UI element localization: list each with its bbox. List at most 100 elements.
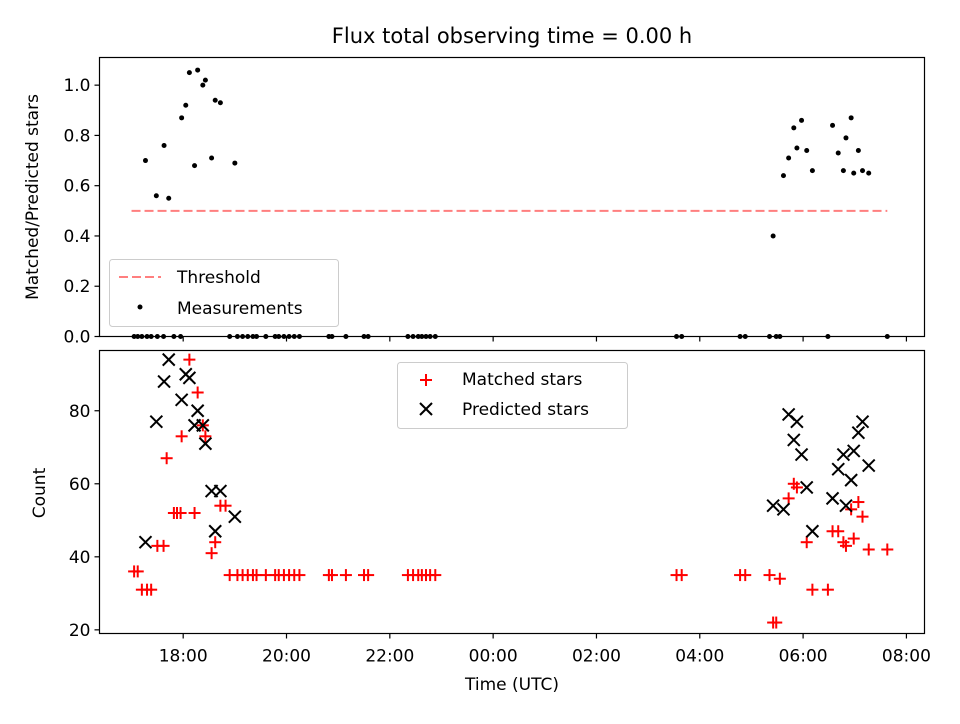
matched-star-point [199,430,212,443]
matched-star-point [800,536,813,549]
matched-star-point [429,569,442,582]
predicted-star-point [805,524,820,538]
measurement-point [142,158,148,164]
measurement-point [232,160,238,166]
x-tick-label: 02:00 [572,647,621,667]
measurement-point [186,70,192,76]
predicted-star-point [839,498,853,513]
measurement-point [860,168,866,174]
matched-star-point [175,430,188,443]
matched-star-point [325,569,338,582]
bottom-axes-frame [98,349,926,635]
measurement-point [166,195,172,201]
predicted-star-point [138,535,153,549]
chart-title: Flux total observing time = 0.00 h [332,24,692,48]
matched-star-point [881,543,894,556]
x-tick-label: 04:00 [675,647,724,667]
predicted-star-point [831,462,845,476]
matched-star-point [174,506,187,519]
matched-star-point [339,569,352,582]
matched-star-point [675,569,688,582]
matched-star-point [847,532,860,545]
predicted-star-point [851,425,866,440]
matched-star-point [790,481,803,494]
predicted-star-point [825,491,840,506]
legend-matched-swatch [420,374,432,386]
measurement-point [153,193,159,199]
top-x-ticks [182,336,908,342]
measurement-point [840,168,846,174]
measurement-point [786,155,792,161]
top-y-tick-label: 1.0 [63,76,90,96]
matched-star-point [293,569,306,582]
x-tick-label: 22:00 [365,647,414,667]
measurement-point [212,97,218,103]
matched-star-point [183,353,196,366]
top-axes-frame [98,56,926,338]
predicted-star-point [190,404,205,418]
matched-star-point [205,547,218,560]
measurement-point [799,117,805,123]
top-y-tick-label: 0.4 [63,227,90,247]
measurement-point [161,142,167,148]
matched-star-point [157,539,170,552]
predicted-star-point [228,509,242,524]
x-tick-label: 18:00 [159,647,208,667]
matched-star-point [856,510,869,523]
bottom-legend: Matched stars Predicted stars [397,362,628,429]
predicted-star-point [766,498,780,513]
measurement-point [791,125,797,131]
measurement-point [809,168,815,174]
measurement-point [179,115,185,121]
top-y-axis-label: Matched/Predicted stars [23,94,43,300]
measurement-point [192,163,198,169]
matched-star-point [845,503,858,516]
matched-star-point [852,496,865,509]
x-tick-label: 00:00 [469,647,518,667]
matched-star-point [160,452,173,465]
predicted-star-point [182,371,197,385]
predicted-star-point [157,374,171,389]
predicted-star-point [800,480,814,495]
predicted-star-point [208,524,222,538]
matched-star-point [191,386,204,399]
x-axis-label: Time (UTC) [464,675,559,695]
top-y-ticks: 0.0 0.2 0.4 0.6 0.8 1.0 [63,76,100,348]
predicted-star-point [847,444,861,458]
measurement-point [804,148,810,153]
measurement-point [770,233,776,239]
matched-star-point [739,569,752,582]
measurement-point [835,150,841,156]
matched-star-point [832,525,845,538]
top-y-tick-label: 0.2 [63,277,90,297]
predicted-star-point [149,414,164,429]
measurement-point [195,67,201,73]
legend-measurements-label: Measurements [177,299,303,319]
bottom-x-ticks: 18:00 20:00 22:00 00:00 02:00 04:00 06:00 08:00 [159,633,931,667]
matched-star-point [821,583,834,596]
bottom-y-tick-label: 40 [69,548,91,568]
matched-star-point [770,616,783,629]
measurement-point [183,102,189,108]
x-tick-label: 06:00 [779,647,828,667]
predicted-star-point [198,436,213,451]
matched-star-point [209,536,222,549]
legend-predicted-swatch [419,402,433,416]
predicted-star-point [787,433,801,447]
predicted-star-point [174,393,189,407]
measurement-point [848,115,854,121]
measurement-point [794,145,800,151]
predicted-star-point [855,414,870,429]
matched-star-point [862,543,875,556]
matched-star-point [219,499,232,512]
matched-star-point [763,569,776,582]
predicted-star-point [776,502,791,517]
measurement-point [209,155,215,161]
matched-star-point [362,569,375,582]
matched-star-point [806,583,819,596]
predicted-star-point [844,473,858,487]
measurement-point [200,82,206,88]
measurement-point [217,100,223,106]
matched-star-point [773,572,786,585]
